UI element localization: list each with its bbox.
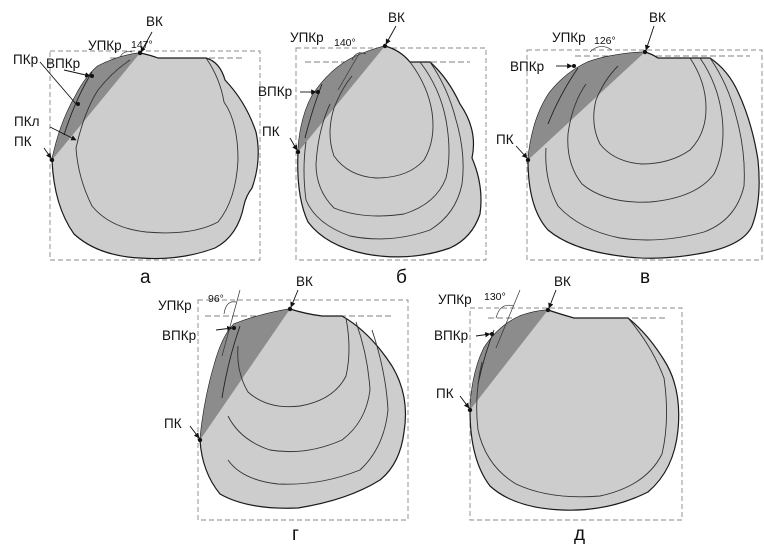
pk-arrow bbox=[43, 147, 52, 159]
vpkr-arrow bbox=[475, 332, 491, 338]
pk-label: ПК bbox=[14, 134, 32, 149]
growth-ring bbox=[476, 317, 668, 498]
vk-point bbox=[545, 307, 551, 313]
pkr-arrow bbox=[39, 61, 77, 105]
upkr-label: УПКр bbox=[552, 30, 586, 45]
pk-arrow bbox=[459, 395, 470, 409]
vk-label: ВК bbox=[296, 274, 313, 289]
angle-label: 147° bbox=[131, 39, 153, 51]
upkr-label: УПКр bbox=[290, 30, 324, 45]
angle-label: 96° bbox=[208, 293, 224, 305]
inner-edge bbox=[547, 67, 579, 125]
pk-label: ПК bbox=[496, 132, 514, 147]
pk-arrow bbox=[515, 145, 528, 159]
angle-arc bbox=[351, 52, 367, 61]
vpkr-label: ВПКр bbox=[510, 59, 544, 74]
shaded-region bbox=[298, 46, 385, 152]
angle-label: 130° bbox=[484, 291, 506, 303]
pk-point bbox=[525, 157, 531, 163]
panel-caption: г bbox=[292, 524, 299, 544]
panel-b: ВК УПКр 140° ВПКр ПК б bbox=[258, 10, 487, 288]
inner-edge bbox=[221, 325, 241, 399]
growth-ring-2 bbox=[227, 321, 371, 453]
vk-arrow bbox=[140, 31, 153, 53]
angle-label: 126° bbox=[594, 35, 616, 47]
vpkr-point bbox=[572, 64, 576, 68]
vk-label: ВК bbox=[146, 14, 163, 29]
pk-label: ПК bbox=[164, 416, 182, 431]
panel-e: ВК УПКр 130° ВПКр ПК д bbox=[434, 274, 683, 544]
vk-point bbox=[287, 306, 293, 312]
vpkr-point bbox=[232, 326, 236, 330]
shaded-region bbox=[470, 310, 548, 410]
vpkr-label: ВПКр bbox=[434, 328, 468, 343]
angle-arc bbox=[589, 46, 613, 53]
panel-caption: а bbox=[140, 267, 151, 288]
inner-edge bbox=[304, 83, 323, 139]
growth-ring bbox=[75, 57, 239, 234]
vk-arrow bbox=[548, 289, 557, 309]
shell-outline bbox=[297, 45, 482, 258]
bounding-frame bbox=[197, 299, 409, 521]
panel-a: ВК УПКр 147° ПКр ВПКр ПКл ПК а bbox=[13, 14, 261, 288]
upkr-label: УПКр bbox=[88, 38, 122, 53]
vpkr-label: ВПКр bbox=[46, 56, 80, 71]
growth-ring-2 bbox=[567, 57, 724, 203]
angle-line bbox=[337, 51, 361, 91]
pk-point bbox=[49, 157, 55, 163]
vpkr-label: ВПКр bbox=[162, 328, 196, 343]
shaded-region bbox=[528, 52, 645, 160]
vk-label: ВК bbox=[554, 274, 571, 289]
vk-label: ВК bbox=[388, 10, 405, 25]
vk-point bbox=[382, 43, 388, 49]
shaded-region bbox=[52, 53, 140, 160]
shaded-region bbox=[200, 309, 290, 440]
panel-d: ВК УПКр 96° ВПКр ПК г bbox=[158, 274, 409, 544]
pk-point bbox=[295, 149, 301, 155]
growth-ring-1 bbox=[303, 61, 464, 240]
angle-arc bbox=[119, 51, 133, 58]
upkr-label: УПКр bbox=[158, 298, 192, 313]
vk-arrow bbox=[385, 25, 397, 45]
growth-ring-2 bbox=[315, 61, 450, 217]
vk-point bbox=[642, 49, 648, 55]
panel-caption: в bbox=[640, 267, 650, 288]
angle-line bbox=[495, 289, 521, 349]
pk-arrow bbox=[189, 425, 200, 439]
bounding-frame bbox=[49, 50, 261, 261]
pk-label: ПК bbox=[262, 124, 280, 139]
pk-point bbox=[467, 407, 473, 413]
pkl-label: ПКл bbox=[14, 114, 39, 129]
panel-caption: б bbox=[396, 267, 407, 288]
vpkr-arrow bbox=[63, 69, 91, 78]
bounding-frame bbox=[295, 47, 487, 261]
pkl-arrow bbox=[49, 126, 77, 141]
vk-label: ВК bbox=[649, 10, 666, 25]
pk-arrow bbox=[289, 137, 298, 151]
angle-label: 140° bbox=[334, 37, 356, 49]
growth-ring-1 bbox=[227, 329, 389, 485]
vpkr-label: ВПКр bbox=[258, 84, 292, 99]
pk-point bbox=[197, 437, 203, 443]
vpkr-point bbox=[490, 332, 494, 336]
angle-line bbox=[221, 289, 241, 357]
vpkr-point bbox=[316, 90, 320, 94]
growth-ring-3 bbox=[237, 317, 350, 408]
vpkr-point bbox=[90, 74, 94, 78]
pkl-point bbox=[76, 102, 80, 106]
growth-ring-3 bbox=[329, 61, 434, 179]
upkr-label: УПКр bbox=[438, 292, 472, 307]
pkr-label: ПКр bbox=[13, 52, 38, 67]
vk-arrow bbox=[644, 25, 655, 51]
panel-caption: д bbox=[574, 524, 585, 544]
pk-label: ПК bbox=[436, 386, 454, 401]
panel-c: ВК УПКр 126° ВПКр ПК в bbox=[496, 10, 763, 288]
growth-ring-1 bbox=[545, 57, 745, 241]
bounding-frame bbox=[469, 307, 683, 521]
vk-arrow bbox=[290, 289, 299, 308]
growth-ring-3 bbox=[593, 57, 707, 165]
angle-arc bbox=[495, 304, 515, 319]
angle-arc bbox=[223, 301, 237, 315]
